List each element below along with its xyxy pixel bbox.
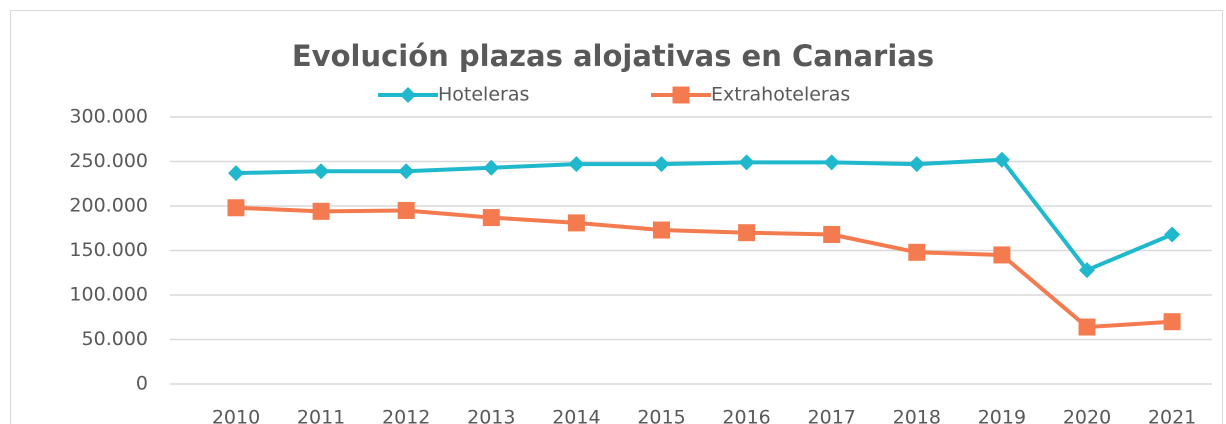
- y-tick-label: 0: [136, 373, 148, 395]
- legend-marker: [672, 86, 690, 104]
- point-marker: [738, 154, 755, 171]
- point-marker: [1078, 318, 1096, 336]
- point-marker: [993, 151, 1010, 168]
- point-marker: [1079, 262, 1095, 279]
- point-marker: [653, 156, 670, 173]
- point-marker: [568, 156, 585, 173]
- point-marker: [908, 156, 925, 173]
- x-tick-label: 2014: [552, 407, 600, 424]
- x-tick-label: 2011: [297, 407, 345, 424]
- y-tick-label: 200.000: [69, 195, 148, 217]
- y-tick-label: 300.000: [69, 106, 148, 128]
- point-marker: [228, 165, 244, 182]
- legend-label: Extrahoteleras: [711, 84, 850, 106]
- legend-label: Hoteleras: [438, 84, 529, 106]
- point-marker: [993, 246, 1011, 264]
- point-marker: [397, 201, 415, 219]
- x-tick-label: 2018: [893, 407, 941, 424]
- point-marker: [823, 154, 840, 171]
- point-marker: [482, 209, 500, 227]
- legend-item: Hoteleras: [378, 84, 529, 106]
- chart-border: [10, 10, 1223, 424]
- y-tick-label: 100.000: [69, 284, 148, 306]
- point-marker: [1164, 226, 1181, 243]
- point-marker: [313, 163, 330, 180]
- series-line: [235, 157, 1173, 273]
- y-tick-label: 250.000: [69, 150, 148, 172]
- x-tick-label: 2010: [212, 407, 260, 424]
- x-tick-label: 2013: [467, 407, 515, 424]
- legend-item: Extrahoteleras: [651, 84, 850, 106]
- point-marker: [738, 224, 756, 242]
- x-tick-label: 2012: [382, 407, 430, 424]
- point-marker: [908, 243, 926, 261]
- x-tick-label: 2017: [808, 407, 856, 424]
- point-marker: [398, 163, 415, 180]
- point-marker: [823, 225, 841, 243]
- point-marker: [227, 199, 245, 217]
- x-tick-label: 2016: [722, 407, 770, 424]
- point-marker: [312, 202, 330, 220]
- legend-marker: [400, 87, 416, 103]
- series-line: [235, 205, 1173, 330]
- x-tick-label: 2019: [978, 407, 1026, 424]
- chart-title: Evolución plazas alojativas en Canarias: [292, 39, 934, 73]
- y-tick-label: 150.000: [69, 239, 148, 261]
- point-marker: [567, 214, 585, 232]
- y-tick-label: 50.000: [82, 328, 148, 350]
- point-marker: [483, 159, 500, 176]
- x-tick-label: 2015: [637, 407, 685, 424]
- x-tick-label: 2020: [1063, 407, 1111, 424]
- x-tick-label: 2021: [1148, 407, 1196, 424]
- point-marker: [653, 221, 670, 239]
- point-marker: [1163, 313, 1181, 331]
